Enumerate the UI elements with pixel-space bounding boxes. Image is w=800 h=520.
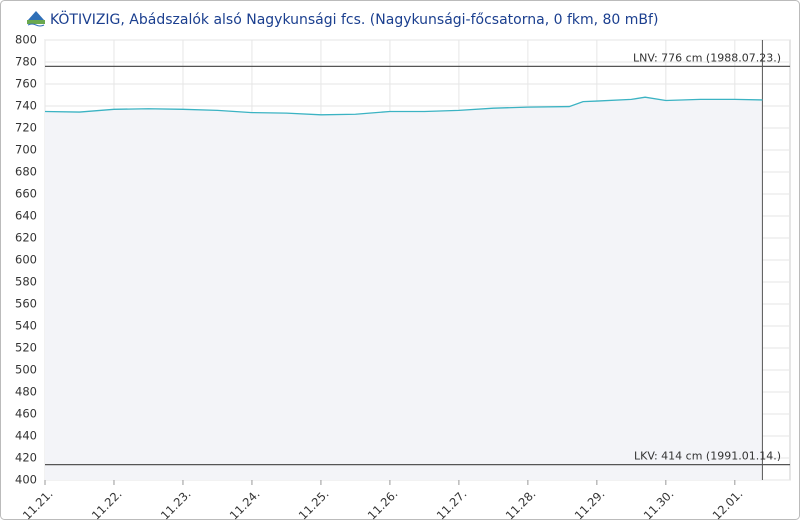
line xyxy=(44,96,763,116)
reference-label: LKV: 414 cm (1991.01.14.) xyxy=(634,450,781,463)
y-tick-label: 440 xyxy=(15,429,37,443)
y-tick-label: 520 xyxy=(15,341,37,355)
reference-label: LNV: 776 cm (1988.07.23.) xyxy=(633,51,781,64)
y-tick-label: 760 xyxy=(15,77,37,91)
y-tick-label: 600 xyxy=(15,253,37,267)
y-tick-label: 580 xyxy=(15,275,37,289)
y-tick-label: 740 xyxy=(15,99,37,113)
y-tick-label: 560 xyxy=(15,297,37,311)
y-tick-label: 780 xyxy=(15,55,37,69)
chart-title: KÖTIVIZIG, Abádszalók alsó Nagykunsági f… xyxy=(50,10,658,28)
y-tick-label: 620 xyxy=(15,231,37,245)
y-tick-label: 680 xyxy=(15,165,37,179)
area xyxy=(45,97,763,480)
y-tick-label: 800 xyxy=(15,33,37,47)
y-tick-label: 400 xyxy=(15,473,37,487)
y-tick-label: 420 xyxy=(15,451,37,465)
y-tick-label: 500 xyxy=(15,363,37,377)
y-tick-label: 640 xyxy=(15,209,37,223)
y-tick-label: 480 xyxy=(15,385,37,399)
y-tick-label: 540 xyxy=(15,319,37,333)
y-tick-label: 660 xyxy=(15,187,37,201)
y-tick-label: 700 xyxy=(15,143,37,157)
y-tick-label: 460 xyxy=(15,407,37,421)
y-tick-label: 720 xyxy=(15,121,37,135)
logo xyxy=(27,11,45,27)
